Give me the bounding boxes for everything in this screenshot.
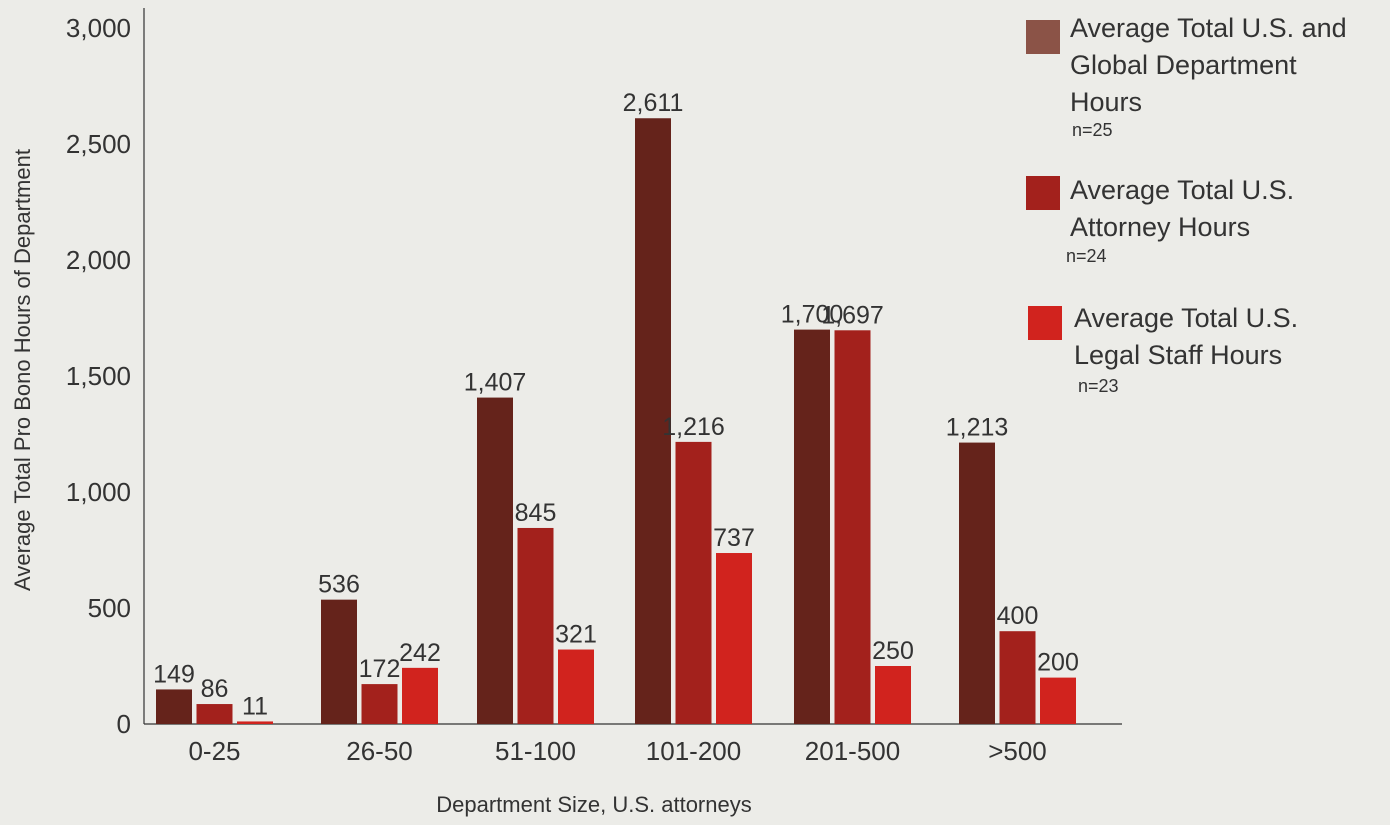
bar <box>156 689 192 724</box>
data-label: 321 <box>555 621 597 649</box>
bar <box>999 631 1036 724</box>
bar <box>959 442 995 724</box>
bar <box>635 118 671 725</box>
legend-label-line: Average Total U.S. and <box>1070 13 1347 43</box>
x-tick-label: 0-25 <box>188 736 240 766</box>
bar <box>675 441 712 724</box>
bar <box>477 397 513 724</box>
legend-swatch-legal-staff <box>1028 306 1062 340</box>
legend-swatch-attorney <box>1026 176 1060 210</box>
data-label: 1,216 <box>662 413 725 441</box>
data-label: 536 <box>318 571 360 599</box>
data-label: 845 <box>515 499 557 527</box>
data-label: 250 <box>872 637 914 665</box>
y-tick-label: 500 <box>88 593 131 623</box>
x-tick-label: 201-500 <box>805 736 900 766</box>
bar <box>1040 677 1076 724</box>
data-label: 200 <box>1037 649 1079 677</box>
data-label: 149 <box>153 660 195 688</box>
legend-n-attorney: n=24 <box>1066 246 1107 266</box>
legend-label-line: Legal Staff Hours <box>1074 340 1283 370</box>
y-axis-title: Average Total Pro Bono Hours of Departme… <box>10 149 35 591</box>
x-axis-title: Department Size, U.S. attorneys <box>436 792 751 817</box>
legend-label-line: Global Department <box>1070 50 1297 80</box>
y-tick-label: 2,000 <box>66 245 131 275</box>
bar <box>834 330 871 724</box>
legend-swatch-global <box>1026 20 1060 54</box>
bar <box>321 599 357 724</box>
bar <box>794 329 830 724</box>
y-tick-label: 3,000 <box>66 13 131 43</box>
legend-label-attorney: Average Total U.S. Attorney Hours <box>1070 172 1380 246</box>
bar <box>517 527 554 724</box>
y-tick-label: 1,500 <box>66 361 131 391</box>
data-label: 242 <box>399 639 441 667</box>
x-tick-label: 101-200 <box>646 736 741 766</box>
data-label: 1,700 <box>781 301 844 329</box>
y-tick-label: 1,000 <box>66 477 131 507</box>
data-label: 400 <box>997 602 1039 630</box>
x-tick-label: 51-100 <box>495 736 576 766</box>
data-label: 11 <box>242 692 268 720</box>
bar <box>716 553 752 724</box>
data-label: 2,611 <box>623 89 684 117</box>
data-label: 172 <box>359 655 401 683</box>
data-label: 1,407 <box>464 369 527 397</box>
x-tick-label: 26-50 <box>346 736 413 766</box>
y-tick-label: 2,500 <box>66 129 131 159</box>
legend-n-legal-staff: n=23 <box>1078 376 1119 396</box>
legend-label-legal-staff: Average Total U.S. Legal Staff Hours <box>1074 300 1384 374</box>
bar <box>875 666 911 724</box>
data-label: 86 <box>201 675 229 703</box>
bar <box>237 721 273 724</box>
legend-label-line: Attorney Hours <box>1070 212 1251 242</box>
bar <box>402 667 438 724</box>
data-label: 1,213 <box>946 414 1009 442</box>
legend-label-line: Average Total U.S. <box>1070 175 1295 205</box>
legend-label-line: Hours <box>1070 87 1143 117</box>
bar <box>558 649 594 724</box>
bar <box>196 704 233 724</box>
data-label: 737 <box>713 524 755 552</box>
bar <box>361 684 398 724</box>
legend-n-global: n=25 <box>1072 120 1113 140</box>
y-tick-label: 0 <box>117 709 131 739</box>
legend-label-line: Average Total U.S. <box>1074 303 1299 333</box>
legend-label-global: Average Total U.S. and Global Department… <box>1070 10 1380 121</box>
x-tick-label: >500 <box>988 736 1047 766</box>
data-label: 1,697 <box>821 301 884 329</box>
